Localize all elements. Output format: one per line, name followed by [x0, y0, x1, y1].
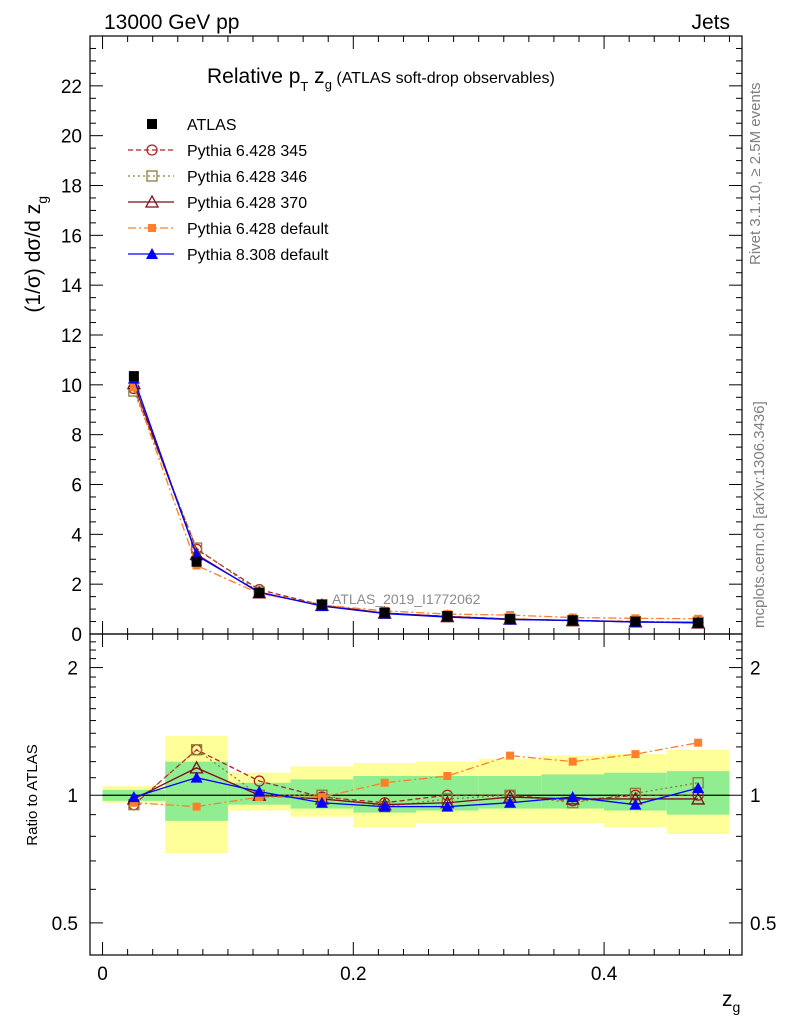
legend-marker-py8_default: [146, 248, 158, 259]
ratio-ytick-label: 0.5: [52, 914, 78, 935]
ratio-point-py8_default: [692, 782, 705, 794]
mcplots-label: mcplots.cern.ch [arXiv:1306.3436]: [751, 401, 768, 628]
legend-label-py6_345: Pythia 6.428 345: [187, 143, 307, 160]
point-atlas: [128, 371, 139, 382]
ratio-point-py8_default: [127, 791, 140, 803]
legend-label-atlas: ATLAS: [187, 117, 237, 134]
ratio-point-py6_370: [691, 791, 706, 805]
ratio-xtick-label: 0: [97, 964, 108, 985]
point-atlas: [630, 616, 641, 627]
main-ytick-label: 8: [71, 426, 82, 447]
main-ytick-label: 16: [61, 226, 82, 247]
point-atlas: [567, 615, 578, 626]
ratio-line-py6_345: [133, 748, 699, 806]
header-right: Jets: [691, 11, 730, 34]
legend-marker-py6_370: [144, 194, 160, 208]
legend-marker-py6_default: [148, 224, 156, 232]
main-ytick-label: 2: [71, 575, 82, 596]
ratio-point-py8_default: [315, 796, 328, 808]
ratio-point-py6_default: [255, 793, 264, 802]
ratio-point-py6_default: [380, 778, 389, 787]
main-ytick-label: 18: [61, 177, 82, 198]
ratio-point-py8_default: [441, 800, 454, 812]
ratio-panel: 0.5 0.5 1 1 2 2 0 0.2 0.4 Ratio to ATLAS zg: [24, 633, 776, 1015]
legend-marker-py6_345: [146, 144, 158, 156]
ratio-point-py8_default: [190, 771, 203, 783]
ratio-point-py8_default: [378, 800, 391, 812]
point-atlas: [191, 556, 202, 567]
main-ytick-label: 20: [61, 127, 82, 148]
ratio-point-py8_default: [253, 785, 266, 797]
ratio-ytick-label: 2: [67, 659, 78, 680]
point-atlas: [505, 614, 516, 625]
ratio-point-py6_default: [506, 751, 515, 760]
ratio-line-py6_default: [133, 742, 699, 808]
series-line-py8_default: [133, 378, 699, 623]
main-ytick-label: 6: [71, 476, 82, 497]
ratio-ytick-label-right: 0.5: [750, 914, 776, 935]
ratio-point-py6_default: [129, 798, 138, 807]
legend-marker-py6_346: [146, 170, 158, 182]
main-ytick-label: 4: [71, 525, 82, 546]
band-stat: [165, 761, 228, 821]
ratio-point-py6_default: [631, 750, 640, 759]
ratio-xtick-label: 0.4: [591, 964, 618, 985]
ratio-point-py6_default: [192, 802, 201, 811]
main-panel: 0 2 4 6 8 10 12 14 16 18 20 22 (1/σ) dσ/d zg Relative…: [22, 35, 743, 646]
watermark: ATLAS_2019_I1772062: [332, 591, 481, 607]
ratio-point-py6_default: [443, 772, 452, 781]
main-ytick-label: 22: [61, 77, 82, 98]
ratio-point-py6_default: [568, 757, 577, 766]
ratio-ytick-label: 1: [67, 786, 78, 807]
ratio-point-py6_default: [694, 738, 703, 747]
ratio-ytick-label-right: 1: [750, 786, 761, 807]
point-atlas: [379, 607, 390, 618]
rivet-label: Rivet 3.1.10, ≥ 2.5M events: [747, 83, 764, 266]
series-line-py6_default: [133, 387, 699, 620]
legend-label-py6_370: Pythia 6.428 370: [187, 195, 307, 212]
main-ytick-label: 10: [61, 376, 82, 397]
main-ytick-label: 12: [61, 326, 82, 347]
point-py6_default: [129, 383, 138, 392]
point-atlas: [316, 599, 327, 610]
ratio-line-py6_370: [133, 767, 699, 806]
ratio-xtick-label: 0.2: [340, 964, 366, 985]
ratio-line-py8_default: [133, 777, 699, 808]
point-atlas: [254, 587, 265, 598]
ratio-ytick-label-right: 2: [750, 659, 761, 680]
main-ytick-label: 14: [61, 276, 83, 297]
legend-label-py8_default: Pythia 8.308 default: [187, 247, 329, 264]
series-line-py6_370: [133, 383, 699, 624]
main-title: Relative pT zg (ATLAS soft-drop observab…: [207, 65, 555, 94]
ratio-point-py8_default: [566, 791, 579, 803]
legend: ATLAS Pythia 6.428 345 Pythia 6.428 346 Pyt…: [128, 117, 329, 264]
ratio-ylabel: Ratio to ATLAS: [24, 744, 41, 845]
ratio-frame: [89, 633, 743, 956]
legend-label-py6_default: Pythia 6.428 default: [187, 221, 329, 238]
legend-label-py6_346: Pythia 6.428 346: [187, 169, 307, 186]
ratio-point-py8_default: [629, 798, 642, 810]
legend-marker-atlas: [147, 119, 157, 129]
header-left: 13000 GeV pp: [104, 11, 239, 34]
series-line-py6_346: [133, 390, 699, 623]
main-ytick-label: 0: [71, 625, 82, 646]
main-ylabel: (1/σ) dσ/d zg: [22, 196, 50, 313]
series-line-py6_345: [133, 388, 699, 624]
point-atlas: [693, 617, 704, 628]
point-atlas: [442, 611, 453, 622]
ratio-point-py8_default: [504, 796, 517, 808]
xlabel: zg: [722, 988, 740, 1015]
ratio-point-py6_346: [190, 744, 203, 756]
